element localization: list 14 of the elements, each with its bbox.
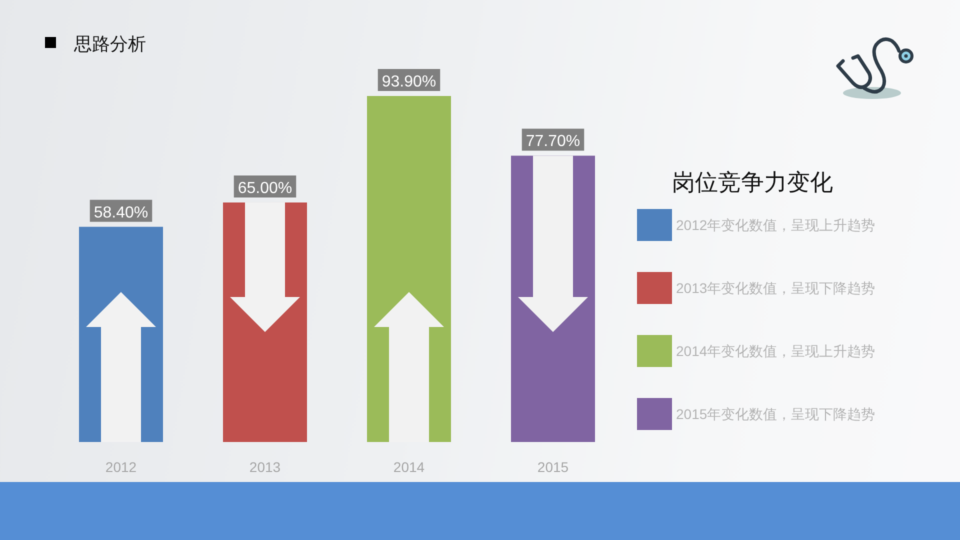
chart-title: 思路分析 xyxy=(73,34,146,54)
data-label: 65.00% xyxy=(238,180,292,197)
legend-label: 2014年变化数值，呈现上升趋势 xyxy=(676,343,876,359)
legend-label: 2012年变化数值，呈现上升趋势 xyxy=(676,217,876,233)
x-tick-label: 2012 xyxy=(105,459,137,475)
legend-title: 岗位竞争力变化 xyxy=(672,169,833,195)
x-tick-label: 2015 xyxy=(537,459,569,475)
x-tick-label: 2014 xyxy=(393,459,425,475)
data-label: 58.40% xyxy=(94,204,148,222)
legend-label: 2013年变化数值，呈现下降趋势 xyxy=(676,280,876,296)
data-label: 93.90% xyxy=(382,74,436,90)
legend-label: 2015年变化数值，呈现下降趋势 xyxy=(676,406,876,422)
x-tick-label: 2013 xyxy=(249,459,281,475)
data-label: 77.70% xyxy=(526,133,580,150)
